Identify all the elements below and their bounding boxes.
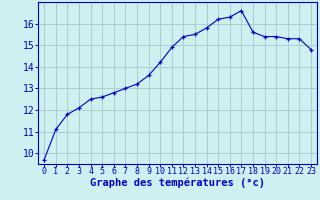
X-axis label: Graphe des températures (°c): Graphe des températures (°c) bbox=[90, 177, 265, 188]
